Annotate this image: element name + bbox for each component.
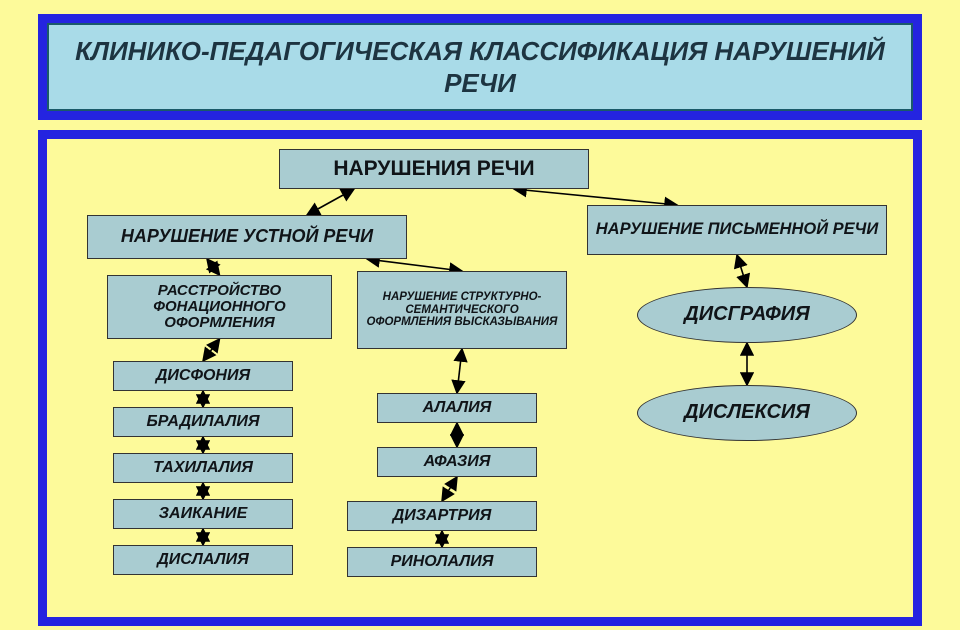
- node-rinol: РИНОЛАЛИЯ: [347, 547, 537, 577]
- title-text: КЛИНИКО-ПЕДАГОГИЧЕСКАЯ КЛАССИФИКАЦИЯ НАР…: [47, 23, 913, 111]
- main-panel: НАРУШЕНИЯ РЕЧИ НАРУШЕНИЕ УСТНОЙ РЕЧИ НАРУШ…: [38, 130, 922, 626]
- node-zaik: ЗАИКАНИЕ: [113, 499, 293, 529]
- node-written: НАРУШЕНИЕ ПИСЬМЕННОЙ РЕЧИ: [587, 205, 887, 255]
- edge-oral-phon: [207, 259, 220, 275]
- diagram-canvas: НАРУШЕНИЯ РЕЧИ НАРУШЕНИЕ УСТНОЙ РЕЧИ НАРУШ…: [47, 139, 913, 617]
- node-afazia: АФАЗИЯ: [377, 447, 537, 477]
- node-dysgraph: ДИСГРАФИЯ: [637, 287, 857, 343]
- node-dislal: ДИСЛАЛИЯ: [113, 545, 293, 575]
- node-phon: РАССТРОЙСТВО ФОНАЦИОННОГО ОФОРМЛЕНИЯ: [107, 275, 332, 339]
- edge-root-written: [514, 189, 677, 205]
- edge-oral-struct: [367, 259, 462, 271]
- node-dysphon: ДИСФОНИЯ: [113, 361, 293, 391]
- edge-written-dysgraph: [737, 255, 747, 287]
- node-oral: НАРУШЕНИЕ УСТНОЙ РЕЧИ: [87, 215, 407, 259]
- edge-afazia-dizart: [442, 477, 457, 501]
- node-root: НАРУШЕНИЯ РЕЧИ: [279, 149, 589, 189]
- edge-root-oral: [307, 189, 354, 215]
- edge-struct-alalia: [457, 349, 462, 393]
- node-bradi: БРАДИЛАЛИЯ: [113, 407, 293, 437]
- node-dyslex: ДИСЛЕКСИЯ: [637, 385, 857, 441]
- node-alalia: АЛАЛИЯ: [377, 393, 537, 423]
- node-struct: НАРУШЕНИЕ СТРУКТУРНО-СЕМАНТИЧЕСКОГО ОФОР…: [357, 271, 567, 349]
- title-frame: КЛИНИКО-ПЕДАГОГИЧЕСКАЯ КЛАССИФИКАЦИЯ НАР…: [38, 14, 922, 120]
- node-tahi: ТАХИЛАЛИЯ: [113, 453, 293, 483]
- edge-phon-dysphon: [203, 339, 220, 361]
- node-dizart: ДИЗАРТРИЯ: [347, 501, 537, 531]
